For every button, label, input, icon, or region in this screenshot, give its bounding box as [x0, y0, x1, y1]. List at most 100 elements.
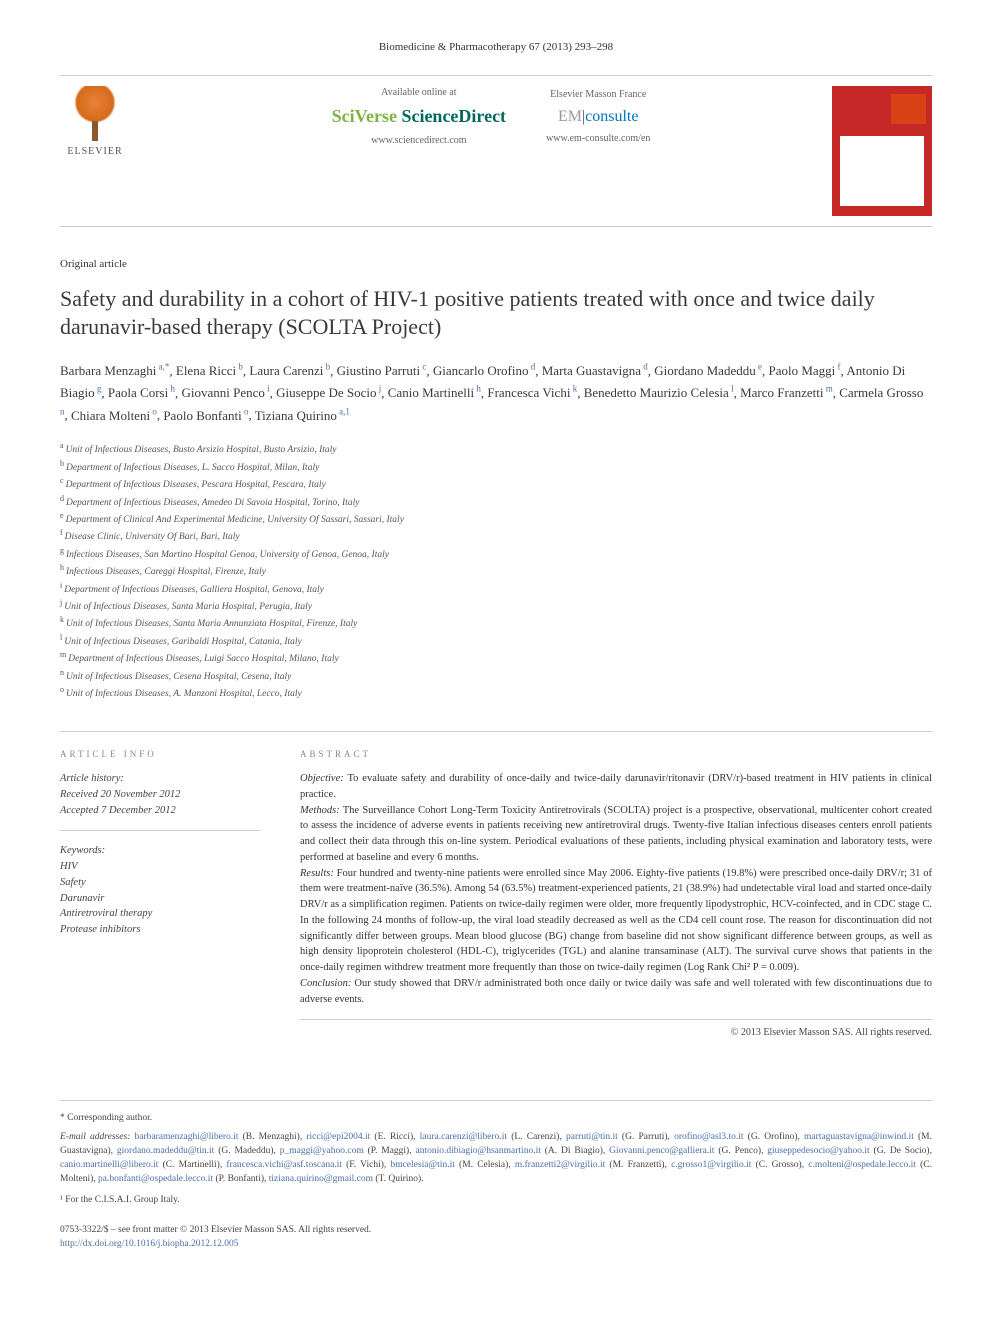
elsevier-tree-icon	[70, 86, 120, 141]
author: Giordano Madeddu e	[654, 363, 762, 378]
email-owner: (G. De Socio)	[870, 1146, 930, 1156]
author: Giuseppe De Socio j	[276, 385, 381, 400]
email-link[interactable]: giuseppedesocio@yahoo.it	[763, 1146, 869, 1156]
email-link[interactable]: laura.carenzi@libero.it	[416, 1132, 508, 1142]
email-owner: (A. Di Biagio)	[541, 1146, 603, 1156]
emconsulte-url[interactable]: www.em-consulte.com/en	[546, 132, 650, 146]
email-link[interactable]: canio.martinelli@libero.it	[60, 1160, 158, 1170]
email-link[interactable]: tiziana.quirino@gmail.com	[266, 1174, 373, 1184]
affiliation: gInfectious Diseases, San Martino Hospit…	[60, 545, 932, 562]
email-owner: (C. Grosso)	[751, 1160, 801, 1170]
author-list: Barbara Menzaghi a,*, Elena Ricci b, Lau…	[60, 360, 932, 426]
affiliation: kUnit of Infectious Diseases, Santa Mari…	[60, 614, 932, 631]
author-affil-marker: n	[60, 406, 65, 416]
author: Giustino Parruti c	[337, 363, 427, 378]
email-owner: (E. Ricci)	[370, 1132, 413, 1142]
author-affil-marker: d	[528, 362, 535, 372]
affil-letter: j	[60, 598, 62, 607]
email-link[interactable]: c.grosso1@virgilio.it	[667, 1160, 752, 1170]
affiliation: dDepartment of Infectious Diseases, Amed…	[60, 493, 932, 510]
affil-letter: b	[60, 459, 64, 468]
email-owner: (G. Penco)	[714, 1146, 761, 1156]
author: Laura Carenzi b	[249, 363, 330, 378]
article-title: Safety and durability in a cohort of HIV…	[60, 285, 932, 342]
available-label: Available online at	[332, 86, 506, 100]
affil-letter: l	[60, 633, 62, 642]
author: Marta Guastavigna d	[542, 363, 648, 378]
conclusion-text: Our study showed that DRV/r administrate…	[300, 978, 932, 1005]
email-link[interactable]: p_maggi@yahoo.com	[276, 1146, 364, 1156]
author-affil-marker: e	[756, 362, 762, 372]
author: Tiziana Quirino a,1	[255, 408, 350, 423]
affiliation-list: aUnit of Infectious Diseases, Busto Arsi…	[60, 440, 932, 701]
affiliation: aUnit of Infectious Diseases, Busto Arsi…	[60, 440, 932, 457]
email-link[interactable]: ricci@epi2004.it	[302, 1132, 370, 1142]
author-affil-marker: a,*	[156, 362, 169, 372]
publisher-bar: ELSEVIER Available online at SciVerse Sc…	[60, 75, 932, 227]
email-owner: (C. Martinelli)	[158, 1160, 219, 1170]
email-link[interactable]: m.franzetti2@virgilio.it	[511, 1160, 606, 1170]
keyword: Darunavir	[60, 893, 104, 904]
email-link[interactable]: giordano.madeddu@tin.it	[113, 1146, 214, 1156]
email-owner: (T. Quirino)	[373, 1174, 421, 1184]
author: Francesca Vichi k	[487, 385, 577, 400]
conclusion-label: Conclusion:	[300, 978, 351, 989]
author-affil-marker: h	[474, 384, 481, 394]
keywords-block: Keywords: HIVSafetyDarunavirAntiretrovir…	[60, 843, 260, 938]
author-affil-marker: l	[729, 384, 734, 394]
email-link[interactable]: Giovanni.penco@galliera.it	[605, 1146, 714, 1156]
corresponding-author: * Corresponding author.	[60, 1111, 932, 1125]
author-affil-marker: i	[265, 384, 270, 394]
copyright-line: © 2013 Elsevier Masson SAS. All rights r…	[300, 1026, 932, 1040]
email-link[interactable]: orofino@asl3.to.it	[670, 1132, 744, 1142]
author: Paolo Maggi f	[768, 363, 840, 378]
elsevier-label: ELSEVIER	[67, 145, 122, 159]
email-link[interactable]: pa.bonfanti@ospedale.lecco.it	[96, 1174, 213, 1184]
affil-letter: m	[60, 650, 66, 659]
author: Giovanni Penco i	[181, 385, 269, 400]
affiliation: eDepartment of Clinical And Experimental…	[60, 510, 932, 527]
author: Chiara Molteni o	[71, 408, 157, 423]
results-text: Four hundred and twenty-nine patients we…	[300, 868, 932, 974]
email-list: E-mail addresses: barbaramenzaghi@libero…	[60, 1130, 932, 1187]
email-owner: (G. Orofino)	[744, 1132, 798, 1142]
abstract-header: ABSTRACT	[300, 748, 932, 761]
author-affil-marker: g	[95, 384, 102, 394]
author-affil-marker: b	[323, 362, 330, 372]
email-owner: (P. Bonfanti)	[213, 1174, 264, 1184]
author-affil-marker: k	[570, 384, 577, 394]
affiliation: cDepartment of Infectious Diseases, Pesc…	[60, 475, 932, 492]
email-link[interactable]: parruti@tin.it	[562, 1132, 618, 1142]
author: Elena Ricci b	[176, 363, 243, 378]
affil-letter: n	[60, 668, 64, 677]
emconsulte-logo[interactable]: EM|consulte	[546, 106, 650, 128]
affil-letter: c	[60, 476, 64, 485]
email-link[interactable]: antonio.dibiagio@hsanmartino.it	[412, 1146, 541, 1156]
journal-citation: Biomedicine & Pharmacotherapy 67 (2013) …	[60, 40, 932, 55]
author: Canio Martinelli h	[388, 385, 481, 400]
email-owner: (G. Parruti)	[618, 1132, 668, 1142]
elsevier-logo-block: ELSEVIER	[60, 86, 150, 161]
journal-cover-thumbnail	[832, 86, 932, 216]
issn-line: 0753-3322/$ – see front matter © 2013 El…	[60, 1223, 932, 1237]
methods-text: The Surveillance Cohort Long-Term Toxici…	[300, 805, 932, 863]
affiliation: hInfectious Diseases, Careggi Hospital, …	[60, 562, 932, 579]
affil-letter: d	[60, 494, 64, 503]
sciencedirect-logo[interactable]: SciVerse ScienceDirect	[332, 104, 506, 129]
objective-text: To evaluate safety and durability of onc…	[300, 773, 932, 800]
email-link[interactable]: martaguastavigna@inwind.it	[800, 1132, 914, 1142]
email-label: E-mail addresses:	[60, 1132, 130, 1142]
email-link[interactable]: francesca.vichi@asf.toscana.it	[222, 1160, 342, 1170]
keywords-label: Keywords:	[60, 843, 260, 859]
footer: * Corresponding author. E-mail addresses…	[60, 1100, 932, 1251]
affil-letter: a	[60, 441, 64, 450]
sciencedirect-url[interactable]: www.sciencedirect.com	[332, 134, 506, 148]
email-link[interactable]: c.molteni@ospedale.lecco.it	[804, 1160, 916, 1170]
email-link[interactable]: bmcelesia@tin.it	[386, 1160, 455, 1170]
email-owner: (M. Franzetti)	[605, 1160, 664, 1170]
email-link[interactable]: barbaramenzaghi@libero.it	[134, 1132, 238, 1142]
results-label: Results:	[300, 868, 334, 879]
doi-link[interactable]: http://dx.doi.org/10.1016/j.biopha.2012.…	[60, 1239, 238, 1249]
email-owner: (P. Maggi)	[364, 1146, 410, 1156]
author-affil-marker: b	[236, 362, 243, 372]
